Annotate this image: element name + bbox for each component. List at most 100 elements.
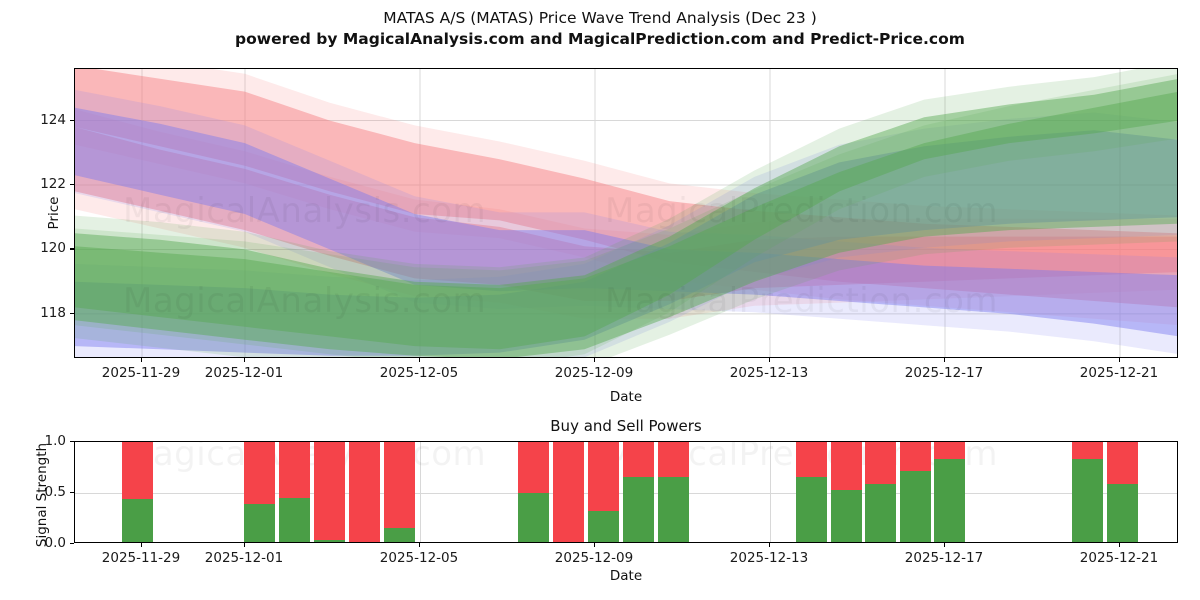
buy-power-segment	[244, 504, 275, 542]
signal-bar[interactable]	[831, 442, 862, 542]
sell-power-segment	[349, 442, 380, 542]
buy-power-segment	[796, 476, 827, 542]
x-tick-label-date-bottom: 2025-11-29	[101, 550, 181, 566]
x-tick-mark	[141, 543, 143, 547]
sell-power-segment	[553, 442, 584, 542]
signal-bar[interactable]	[349, 442, 380, 542]
signal-bar[interactable]	[244, 442, 275, 542]
x-tick-mark	[419, 543, 421, 547]
signal-bar[interactable]	[518, 442, 549, 542]
y-tick-label-price: 122	[40, 176, 66, 192]
buy-power-segment	[588, 511, 619, 542]
band-green-lower-band	[75, 79, 1177, 350]
y-tick-label-price: 124	[40, 111, 66, 128]
title-block: MATAS A/S (MATAS) Price Wave Trend Analy…	[0, 8, 1200, 50]
sell-power-segment	[1107, 442, 1138, 484]
x-tick-label-date-top: 2025-11-29	[101, 365, 181, 381]
grid-line-vertical	[420, 442, 421, 542]
x-tick-mark	[244, 358, 246, 362]
x-tick-mark	[244, 543, 246, 547]
band-red-lower-band	[75, 127, 1177, 301]
sell-power-segment	[244, 442, 275, 505]
bar-chart-title: Buy and Sell Powers	[550, 417, 702, 435]
x-tick-mark	[944, 358, 946, 362]
signal-bar[interactable]	[623, 442, 654, 542]
signal-bar[interactable]	[122, 442, 153, 542]
buy-power-segment	[623, 476, 654, 542]
buy-power-segment	[1072, 459, 1103, 542]
grid-line-vertical	[770, 442, 771, 542]
x-tick-label-date-bottom: 2025-12-01	[204, 550, 284, 566]
x-tick-mark	[944, 543, 946, 547]
sell-power-segment	[934, 442, 965, 460]
sell-power-segment	[588, 442, 619, 512]
sell-power-segment	[1072, 442, 1103, 460]
sell-power-segment	[279, 442, 310, 499]
y-tick-mark	[70, 184, 74, 186]
signal-bar[interactable]	[796, 442, 827, 542]
x-tick-mark	[769, 358, 771, 362]
signal-bar[interactable]	[658, 442, 689, 542]
band-green-broad-band	[75, 91, 1177, 357]
sell-power-segment	[831, 442, 862, 490]
buy-power-segment	[934, 459, 965, 542]
x-axis-label-date-top: Date	[609, 389, 643, 405]
sell-power-segment	[865, 442, 896, 484]
sell-power-segment	[900, 442, 931, 471]
band-halo-blue-rising-band	[75, 112, 1177, 357]
sell-power-segment	[658, 442, 689, 477]
signal-bar[interactable]	[934, 442, 965, 542]
signal-bar[interactable]	[1107, 442, 1138, 542]
buy-power-segment	[279, 498, 310, 542]
buy-power-segment	[900, 470, 931, 542]
buy-power-segment	[658, 476, 689, 542]
y-axis-label-price: Price	[46, 196, 62, 230]
x-tick-mark	[1119, 358, 1121, 362]
x-tick-label-date-top: 2025-12-01	[204, 365, 284, 381]
y-tick-label-signal: 0.0	[44, 535, 66, 551]
band-blue-rising-band	[75, 130, 1177, 356]
x-tick-label-date-bottom: 2025-12-05	[379, 550, 459, 566]
wave-bands	[75, 69, 1177, 357]
y-tick-mark	[70, 492, 74, 494]
signal-bar[interactable]	[588, 442, 619, 542]
signal-bar[interactable]	[865, 442, 896, 542]
buy-power-segment	[1107, 483, 1138, 542]
x-tick-label-date-top: 2025-12-05	[379, 365, 459, 381]
signal-bar[interactable]	[314, 442, 345, 542]
buy-power-segment	[831, 489, 862, 542]
sell-power-segment	[518, 442, 549, 493]
buy-power-segment	[384, 527, 415, 542]
y-axis-label-signal-strength: Signal Strength	[34, 442, 50, 548]
page-subtitle: powered by MagicalAnalysis.com and Magic…	[235, 30, 965, 48]
x-tick-mark	[769, 543, 771, 547]
band-halo-green-broad-band	[75, 74, 1177, 357]
buy-sell-powers-chart: MagicalAnalysis.com MagicalPrediction.co…	[74, 441, 1178, 543]
signal-bar[interactable]	[900, 442, 931, 542]
x-tick-mark	[141, 358, 143, 362]
x-tick-mark	[1119, 543, 1121, 547]
sell-power-segment	[623, 442, 654, 477]
y-tick-label-signal: 0.5	[44, 484, 66, 500]
x-tick-label-date-top: 2025-12-21	[1079, 365, 1159, 381]
x-tick-label-date-bottom: 2025-12-21	[1079, 550, 1159, 566]
signal-bar[interactable]	[1072, 442, 1103, 542]
x-tick-label-date-top: 2025-12-09	[554, 365, 634, 381]
band-blue-upper-band	[75, 107, 1177, 337]
x-tick-label-date-top: 2025-12-13	[729, 365, 809, 381]
x-tick-mark	[594, 543, 596, 547]
y-tick-mark	[70, 119, 74, 121]
buy-power-segment	[314, 539, 345, 542]
y-tick-mark	[70, 543, 74, 545]
signal-bar[interactable]	[384, 442, 415, 542]
sell-power-segment	[122, 442, 153, 500]
y-tick-mark	[70, 248, 74, 250]
x-tick-label-date-bottom: 2025-12-13	[729, 550, 809, 566]
band-halo-red-lower-band	[75, 109, 1177, 319]
band-halo-red-upper-band	[75, 69, 1177, 326]
signal-bar[interactable]	[279, 442, 310, 542]
signal-bar[interactable]	[553, 442, 584, 542]
x-tick-label-date-bottom: 2025-12-17	[904, 550, 984, 566]
sell-power-segment	[796, 442, 827, 477]
